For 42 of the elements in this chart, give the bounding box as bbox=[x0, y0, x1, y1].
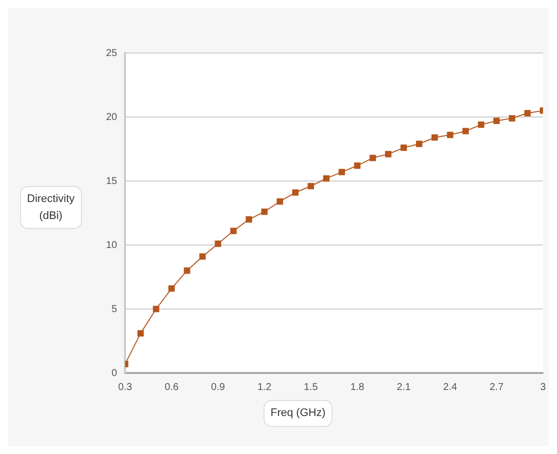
point bbox=[431, 134, 438, 141]
point bbox=[308, 182, 314, 190]
point bbox=[462, 128, 469, 134]
y-tick-label: 0 bbox=[112, 368, 118, 379]
point bbox=[214, 240, 222, 247]
point bbox=[230, 228, 237, 234]
point bbox=[446, 132, 454, 138]
point bbox=[276, 198, 284, 205]
point bbox=[400, 144, 407, 151]
x-tick-label: 1.5 bbox=[304, 382, 318, 393]
point bbox=[478, 122, 484, 128]
x-tick-label: 0.9 bbox=[211, 382, 226, 393]
point bbox=[137, 330, 144, 336]
point bbox=[261, 208, 268, 215]
y-tick-label: 20 bbox=[106, 112, 118, 123]
x-tick-label: 1.2 bbox=[257, 382, 272, 393]
x-tick-label: 2.1 bbox=[396, 382, 412, 393]
y-tick-label: 15 bbox=[106, 176, 118, 187]
x-tick-label: 3 bbox=[540, 382, 546, 393]
point bbox=[416, 140, 422, 148]
x-tick-label: 1.8 bbox=[350, 382, 365, 393]
point bbox=[152, 306, 160, 312]
y-tick-label: 5 bbox=[112, 304, 118, 315]
y-axis-title: Directivity (dBi) bbox=[20, 186, 82, 229]
x-tick-label: 2.7 bbox=[490, 382, 504, 393]
y-tick-label: 25 bbox=[106, 48, 118, 59]
point bbox=[338, 168, 345, 176]
point bbox=[508, 115, 516, 122]
point bbox=[370, 154, 376, 162]
point bbox=[385, 150, 392, 158]
point bbox=[354, 162, 360, 169]
point bbox=[292, 189, 299, 196]
y-tick-label: 10 bbox=[106, 240, 118, 251]
x-tick-label: 2.4 bbox=[443, 382, 458, 393]
point bbox=[493, 118, 500, 124]
point bbox=[246, 216, 252, 223]
point bbox=[524, 110, 531, 116]
x-axis-title: Freq (GHz) bbox=[264, 400, 332, 426]
x-tick-label: 0.6 bbox=[164, 382, 179, 393]
x-tick-label: 0.3 bbox=[118, 382, 133, 393]
point bbox=[184, 267, 190, 274]
point bbox=[323, 175, 330, 182]
